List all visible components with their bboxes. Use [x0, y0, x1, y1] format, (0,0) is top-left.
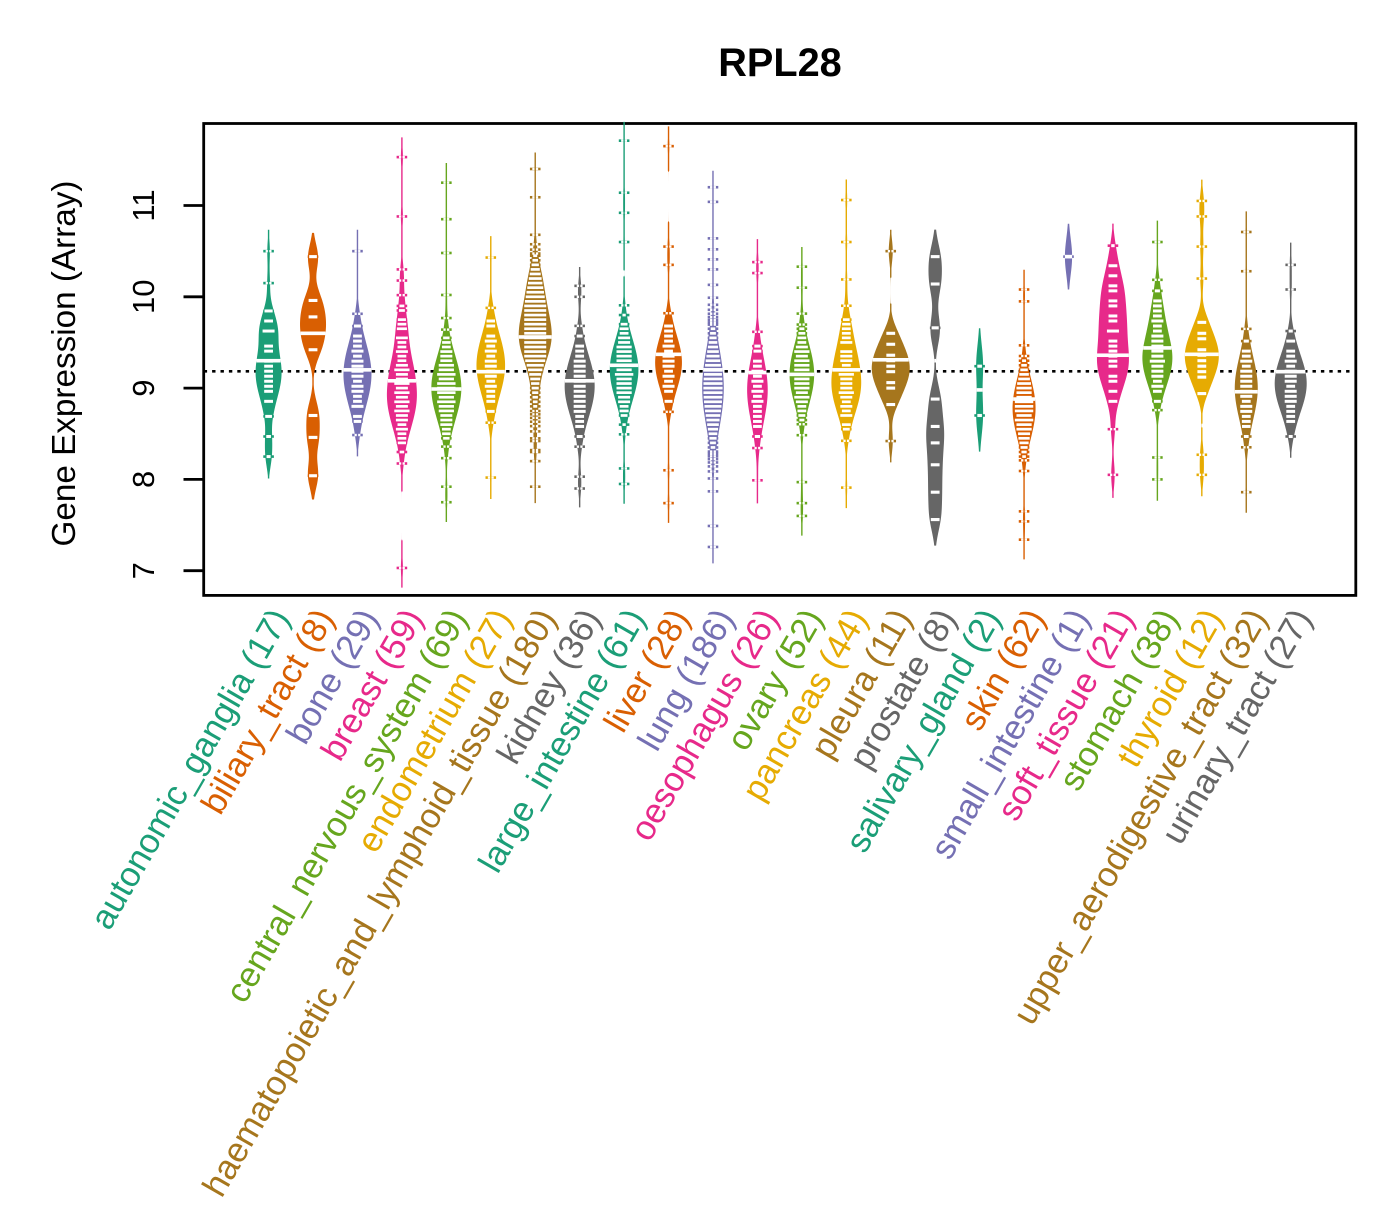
- svg-text:RPL28: RPL28: [718, 41, 842, 85]
- svg-text:7: 7: [126, 562, 161, 579]
- svg-text:8: 8: [126, 471, 161, 488]
- svg-text:11: 11: [126, 189, 161, 221]
- svg-text:9: 9: [126, 379, 161, 396]
- svg-text:10: 10: [126, 280, 161, 314]
- svg-text:Gene Expression (Array): Gene Expression (Array): [46, 181, 83, 547]
